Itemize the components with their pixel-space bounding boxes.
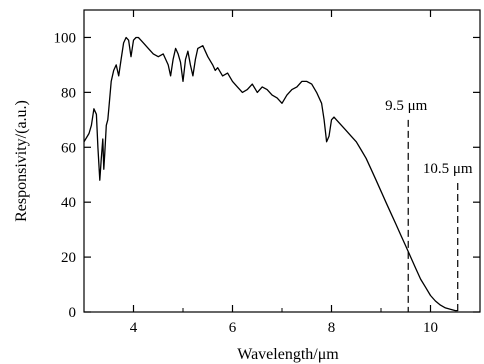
y-tick-label: 100 <box>54 30 77 46</box>
x-tick-label: 6 <box>229 320 237 336</box>
x-tick-label: 8 <box>328 320 336 336</box>
plot-frame <box>83 9 481 313</box>
y-tick-label: 40 <box>61 195 76 211</box>
annotation-label: 9.5 μm <box>385 98 428 114</box>
x-axis-label: Wavelength/μm <box>237 346 339 363</box>
y-tick-label: 60 <box>61 140 76 156</box>
x-tick-label: 10 <box>423 320 438 336</box>
y-axis-label: Responsivity/(a.u.) <box>13 100 30 222</box>
x-tick-label: 4 <box>130 320 138 336</box>
y-tick-label: 80 <box>61 85 76 101</box>
series-layer <box>83 36 458 312</box>
annotations-layer: 9.5 μm 10.5 μm <box>385 98 473 312</box>
responsivity-series-line <box>83 36 458 312</box>
y-tick-label: 0 <box>69 305 77 321</box>
y-tick-label: 20 <box>61 250 76 266</box>
annotation-label: 10.5 μm <box>423 161 473 177</box>
